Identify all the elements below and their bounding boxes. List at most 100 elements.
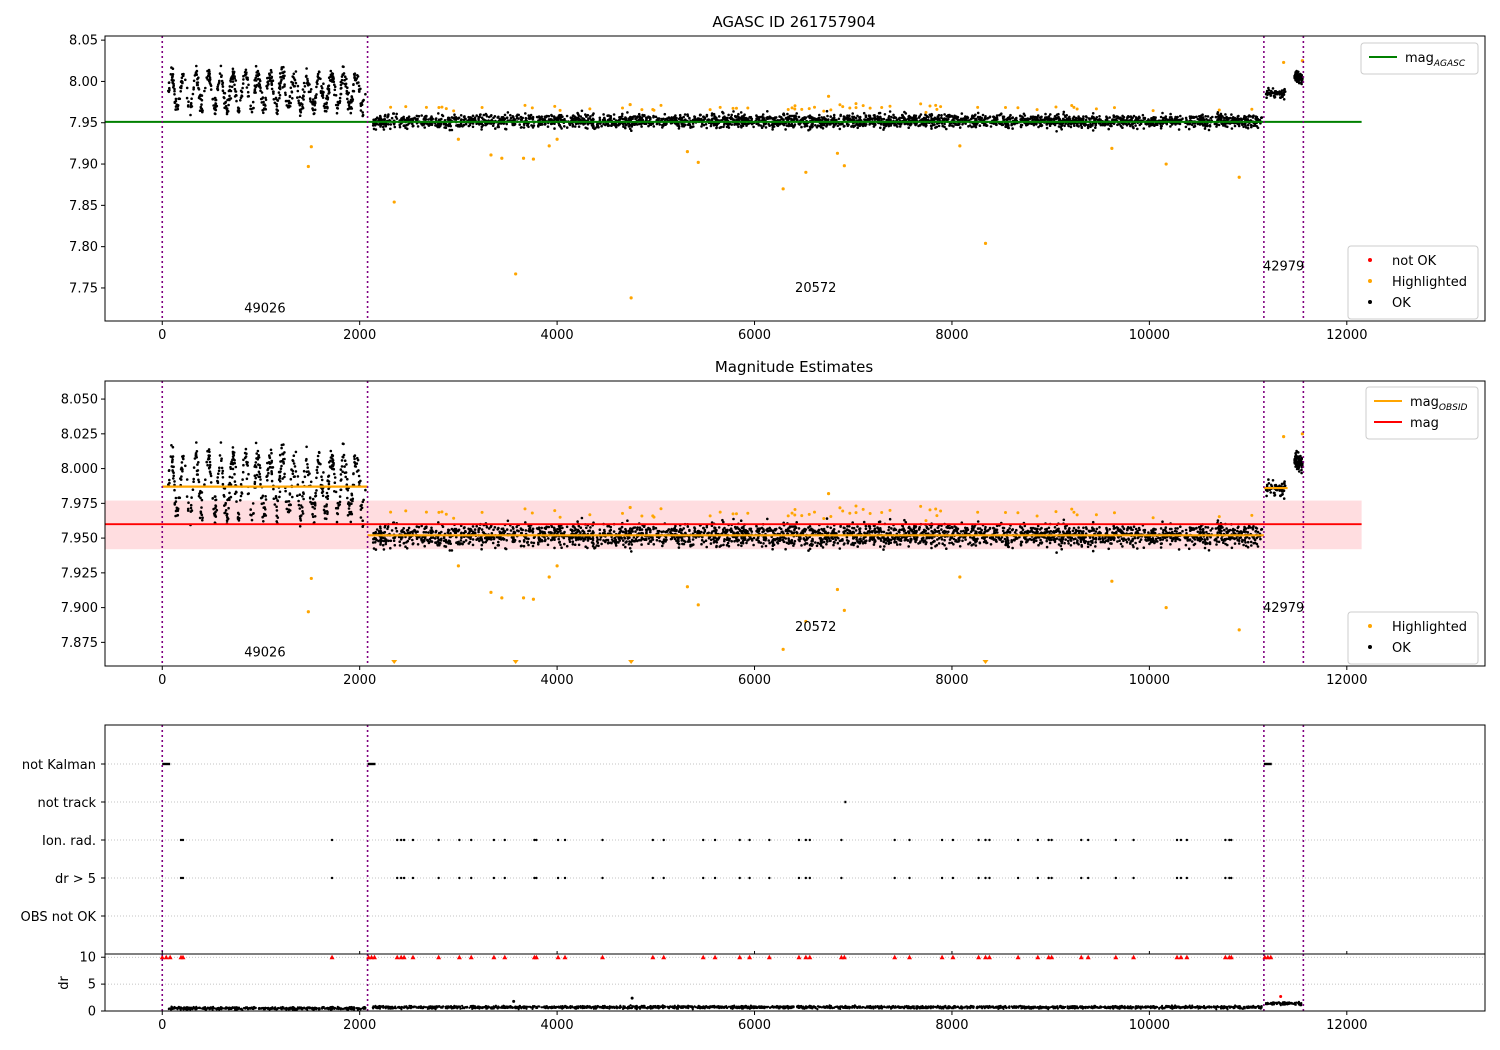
panel-dr-clipped-marker bbox=[394, 954, 400, 960]
panel-agasc-x-tick-label: 12000 bbox=[1326, 328, 1367, 343]
panel-magnitude-estimates-highlighted-point bbox=[1070, 507, 1074, 511]
panel-flags-event-point bbox=[768, 838, 771, 842]
panel-flags-event-point bbox=[1185, 876, 1189, 880]
panel-flags-event-point bbox=[808, 838, 812, 842]
panel-dr-clipped-marker bbox=[712, 954, 718, 960]
panel-flags-event-point bbox=[1224, 838, 1227, 842]
panel-magnitude-estimates-highlighted-point bbox=[437, 510, 441, 514]
panel-dr-clipped-marker bbox=[950, 954, 956, 960]
panel-magnitude-estimates-highlighted-point bbox=[804, 619, 808, 624]
panel-agasc-y-tick-label: 7.75 bbox=[69, 281, 98, 296]
panel-agasc-y-tick-label: 8.00 bbox=[69, 75, 98, 90]
panel-agasc-highlighted-point bbox=[424, 105, 428, 109]
panel-magnitude-estimates-highlighted-point bbox=[1054, 510, 1058, 514]
panel-magnitude-estimates-highlighted-point bbox=[708, 514, 712, 518]
panel-agasc-highlighted-point bbox=[835, 151, 840, 155]
panel-flags-event-point bbox=[662, 876, 665, 880]
panel-agasc-lower-legend-label: not OK bbox=[1392, 254, 1437, 269]
panel-flags-event-point bbox=[563, 838, 567, 842]
panel-dr-clipped-marker bbox=[1113, 954, 1119, 960]
panel-dr-clipped-marker bbox=[401, 954, 407, 960]
panel-agasc-obsid-label: 20572 bbox=[795, 281, 836, 296]
panel-magnitude-estimates-highlighted-point bbox=[404, 509, 408, 513]
panel-flags-event-point bbox=[893, 876, 896, 880]
panel-flags-event-point bbox=[808, 876, 812, 880]
panel-flags-event-point bbox=[738, 876, 741, 880]
panel-agasc-highlighted-point bbox=[1164, 162, 1168, 166]
panel-agasc-y-tick-label: 7.85 bbox=[69, 199, 98, 214]
panel-magnitude-estimates-y-tick-label: 7.875 bbox=[61, 636, 98, 651]
panel-flags-event-point bbox=[330, 838, 334, 842]
panel-flags-event-point bbox=[1086, 838, 1090, 842]
panel-agasc-highlighted-point bbox=[928, 104, 932, 108]
panel-magnitude-estimates-highlighted-point bbox=[934, 507, 938, 511]
panel-agasc-highlighted-point bbox=[1075, 107, 1079, 111]
panel-agasc-highlighted-point bbox=[958, 144, 962, 148]
panel-agasc-highlighted-point bbox=[786, 107, 790, 111]
panel-magnitude-estimates-highlighted-point bbox=[547, 575, 551, 579]
panel-magnitude-estimates-lower-legend-swatch bbox=[1368, 645, 1372, 649]
panel-magnitude-estimates-highlighted-point bbox=[1016, 511, 1020, 515]
panel-magnitude-estimates-highlighted-point bbox=[919, 504, 923, 508]
panel-magnitude-estimates-highlighted-point bbox=[793, 508, 797, 512]
panel-agasc-lower-legend-swatch bbox=[1368, 279, 1372, 283]
panel-magnitude-estimates-highlighted-point bbox=[1282, 435, 1286, 439]
panel-flags-event-point bbox=[1132, 838, 1135, 842]
panel-agasc-highlighted-point bbox=[880, 106, 884, 110]
panel-agasc-highlighted-point bbox=[861, 104, 865, 108]
panel-dr-clipped-marker bbox=[1049, 954, 1055, 960]
panel-agasc-highlighted-point bbox=[456, 137, 460, 141]
panel-agasc-highlighted-point bbox=[807, 107, 811, 111]
panel-agasc-highlighted-point bbox=[392, 200, 396, 204]
panel-magnitude-estimates-highlighted-point bbox=[306, 610, 310, 614]
panel-dr-clipped-marker bbox=[747, 954, 753, 960]
panel-agasc-highlighted-point bbox=[854, 106, 858, 110]
panel-flags-event-point bbox=[1179, 876, 1183, 880]
panel-magnitude-estimates-y-tick-label: 7.925 bbox=[61, 566, 98, 581]
panel-magnitude-estimates-x-tick-label: 6000 bbox=[738, 673, 771, 688]
panel-agasc-x-tick-label: 2000 bbox=[343, 328, 376, 343]
panel-flags-event-point bbox=[1036, 838, 1040, 842]
panel-magnitude-estimates-y-tick-label: 7.950 bbox=[61, 532, 98, 547]
panel-agasc-highlighted-point bbox=[452, 109, 456, 113]
panel-magnitude-estimates-x-tick-label: 4000 bbox=[541, 673, 574, 688]
panel-flags-event-point bbox=[395, 838, 399, 842]
panel-agasc-highlighted-point bbox=[800, 107, 804, 111]
panel-magnitude-estimates-highlighted-point bbox=[1072, 510, 1076, 514]
panel-dr-clipped-marker bbox=[766, 954, 772, 960]
panel-agasc-highlighted-point bbox=[1237, 175, 1241, 179]
panel-agasc-highlighted-point bbox=[558, 108, 562, 112]
panel-agasc-highlighted-point bbox=[444, 107, 448, 111]
panel-magnitude-estimates-ok-points-tail bbox=[1293, 449, 1304, 475]
panel-flags-event-point bbox=[940, 876, 944, 880]
panel-flags-event-point bbox=[395, 876, 399, 880]
panel-agasc-highlighted-point bbox=[734, 106, 738, 110]
panel-magnitude-estimates-highlighted-point bbox=[734, 512, 738, 516]
panel-agasc-upper-legend-box bbox=[1360, 42, 1479, 75]
panel-dr-clipped-marker bbox=[1078, 954, 1084, 960]
panel-flags-event-point bbox=[1016, 876, 1020, 880]
panel-magnitude-estimates-highlighted-point bbox=[640, 514, 644, 518]
panel-agasc-highlighted-point bbox=[437, 105, 441, 109]
panel-magnitude-estimates-ok-points-segment bbox=[167, 441, 367, 528]
panel-agasc-highlighted-point bbox=[813, 105, 817, 109]
panel-magnitude-estimates-x-tick-label: 0 bbox=[158, 673, 166, 688]
panel-agasc-x-tick-label: 4000 bbox=[541, 328, 574, 343]
panel-flags-event-point bbox=[556, 838, 560, 842]
panel-dr-clipped-marker bbox=[502, 954, 508, 960]
panel-agasc-highlighted-point bbox=[640, 108, 644, 112]
panel-flags-event-point bbox=[738, 838, 741, 842]
panel-dr-clipped-marker bbox=[807, 954, 813, 960]
panel-agasc-highlighted-point bbox=[983, 241, 988, 245]
panel-agasc-highlighted-point bbox=[842, 164, 846, 168]
panel-flags-event-point bbox=[601, 838, 604, 842]
panel-agasc-obsid-label: 42979 bbox=[1263, 260, 1304, 275]
panel-agasc-highlighted-point bbox=[1035, 108, 1039, 112]
panel-dr-clipped-marker bbox=[1268, 954, 1274, 960]
panel-agasc-highlighted-point bbox=[1112, 106, 1116, 110]
panel-dr-clipped-marker bbox=[1184, 954, 1190, 960]
panel-magnitude-estimates-legend-lower: Highlighted OK bbox=[1347, 611, 1479, 665]
panel-magnitude-estimates-highlighted-point bbox=[841, 509, 845, 513]
panel-dr-clipped-marker bbox=[1222, 954, 1228, 960]
panel-agasc-highlighted-point bbox=[489, 153, 493, 157]
